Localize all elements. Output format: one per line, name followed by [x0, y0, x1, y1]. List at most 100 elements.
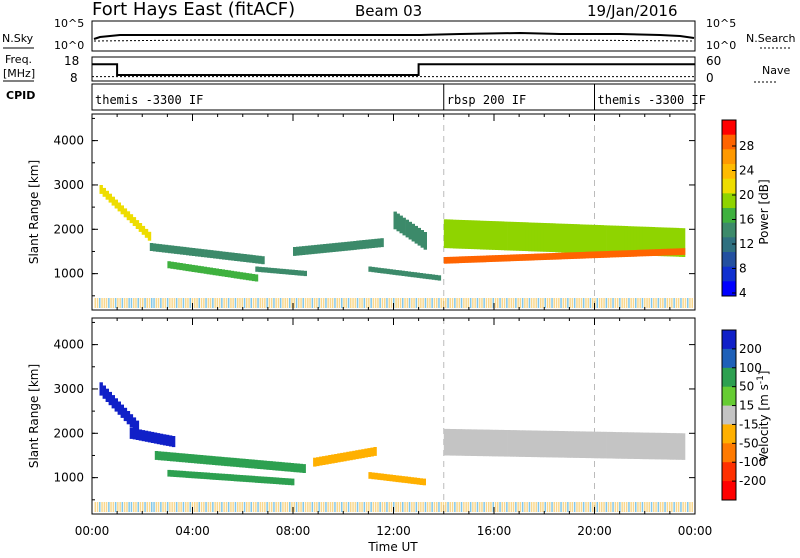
- colorbar-cell: [722, 252, 736, 268]
- ground-scatter-cell: [252, 502, 255, 512]
- ground-scatter-cell: [304, 298, 307, 308]
- colorbar-tick-label: 20: [739, 188, 754, 202]
- echo-cell: [160, 451, 165, 461]
- echo-cell: [114, 199, 118, 209]
- ground-scatter-cell: [429, 298, 431, 308]
- echo-cell: [132, 428, 137, 440]
- echo-cell: [173, 245, 178, 254]
- ground-scatter-cell: [492, 298, 494, 308]
- echo-cell: [179, 470, 183, 478]
- echo-cell: [287, 462, 291, 472]
- ground-scatter-cell: [630, 298, 632, 308]
- echo-cell: [374, 267, 378, 273]
- echo-cell: [389, 474, 393, 482]
- echo-cell: [567, 223, 571, 253]
- echo-cell: [482, 220, 487, 250]
- ground-scatter-cell: [261, 298, 264, 308]
- echo-cell: [434, 274, 439, 281]
- echo-cell: [570, 431, 574, 458]
- echo-cell: [531, 430, 535, 458]
- ground-scatter-cell: [123, 298, 126, 308]
- echo-cell: [239, 475, 244, 482]
- ground-scatter-cell: [386, 502, 388, 512]
- echo-cell: [200, 472, 204, 479]
- echo-cell: [105, 190, 109, 200]
- echo-cell: [386, 474, 390, 481]
- ground-scatter-cell: [200, 298, 203, 308]
- ground-scatter-cell: [243, 502, 246, 512]
- ground-scatter-cell: [689, 298, 691, 308]
- ground-scatter-cell: [246, 298, 248, 308]
- echo-cell: [408, 221, 412, 240]
- ground-scatter-cell: [605, 298, 608, 308]
- ground-scatter-cell: [327, 502, 329, 512]
- ground-scatter-cell: [139, 502, 142, 512]
- echo-cell: [273, 268, 277, 274]
- echo-cell: [340, 452, 344, 462]
- echo-cell: [624, 226, 629, 255]
- ground-scatter-cell: [110, 298, 112, 308]
- ground-scatter-cell: [110, 502, 112, 512]
- echo-cell: [179, 246, 184, 255]
- ground-scatter-cell: [277, 502, 280, 512]
- ground-scatter-cell: [377, 298, 379, 308]
- echo-cell: [645, 249, 650, 257]
- ground-scatter-cell: [442, 298, 445, 308]
- ground-scatter-cell: [653, 502, 655, 512]
- echo-cell: [331, 454, 335, 464]
- ground-scatter-cell: [180, 298, 182, 308]
- ground-scatter-cell: [560, 502, 562, 512]
- ground-scatter-cell: [526, 502, 528, 512]
- echo-cell: [489, 221, 493, 250]
- ground-scatter-cell: [144, 502, 146, 512]
- echo-cell: [411, 223, 415, 242]
- ground-scatter-cell: [386, 298, 388, 308]
- echo-cell: [531, 253, 535, 261]
- ground-scatter-cell: [216, 502, 219, 512]
- echo-cell: [206, 455, 210, 465]
- echo-cell: [329, 243, 333, 253]
- ground-scatter-cell: [506, 298, 508, 308]
- echo-cell: [660, 432, 665, 460]
- colorbar-tick-label: 12: [739, 237, 754, 251]
- echo-cell: [422, 273, 426, 279]
- echo-cell: [666, 227, 671, 257]
- echo-cell: [215, 456, 219, 466]
- ground-scatter-cell: [417, 502, 420, 512]
- echo-cell: [245, 475, 250, 483]
- ground-scatter-cell: [207, 298, 210, 308]
- echo-cell: [410, 477, 414, 484]
- ground-scatter-cell: [644, 298, 646, 308]
- echo-cell: [558, 431, 562, 458]
- echo-cell: [380, 238, 384, 248]
- echo-cell: [248, 459, 252, 469]
- ground-scatter-cell: [209, 298, 212, 308]
- echo-cell: [612, 250, 616, 258]
- ground-scatter-cell: [221, 298, 223, 308]
- ground-scatter-cell: [114, 502, 117, 512]
- ground-scatter-cell: [289, 502, 291, 512]
- ground-scatter-cell: [164, 298, 167, 308]
- ground-scatter-cell: [515, 298, 517, 308]
- ground-scatter-cell: [126, 298, 128, 308]
- echo-cell: [633, 432, 638, 459]
- ground-scatter-cell: [458, 502, 461, 512]
- ground-scatter-cell: [232, 298, 234, 308]
- echo-cell: [473, 429, 478, 456]
- ground-scatter-cell: [644, 502, 646, 512]
- echo-cell: [291, 478, 295, 486]
- ground-scatter-cell: [221, 502, 223, 512]
- ground-scatter-cell: [592, 502, 594, 512]
- ground-scatter-cell: [209, 502, 212, 512]
- echo-cell: [612, 432, 616, 459]
- echo-cell: [203, 455, 207, 465]
- echo-cell: [172, 452, 177, 462]
- ground-scatter-cell: [286, 502, 289, 512]
- echo-cell: [588, 251, 592, 259]
- colorbar-cell: [722, 405, 736, 425]
- ground-scatter-cell: [610, 298, 612, 308]
- echo-cell: [270, 267, 274, 274]
- nsearch-line: [93, 39, 695, 42]
- ground-scatter-cell: [275, 298, 277, 308]
- ground-scatter-cell: [390, 298, 393, 308]
